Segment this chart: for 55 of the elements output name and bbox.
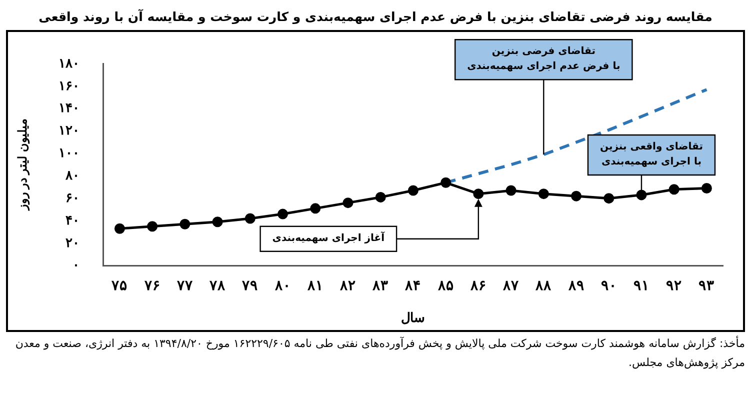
annotation: آغاز اجرای سهمیه‌بندی <box>272 230 386 244</box>
point <box>473 188 484 200</box>
x-tick-label: ۸۷ <box>502 276 520 293</box>
x-tick-label: ۸۸ <box>534 276 552 293</box>
y-tick-label: ۶۰ <box>65 190 80 205</box>
annotation: تقاضای فرضی بنزین با فرض عدم اجرای سهمیه‌بندی <box>467 46 620 72</box>
y-axis-title: میلیون لیتر در روز <box>16 119 31 212</box>
text: مأخذ: گزارش سامانه هوشمند کارت سوخت شرکت ملی پالایش و پخش فرآورده‌های نفتی طی نامه ۱۶۲۲۲۹/۶۰۵ مورخ ۱۳۹۴/۸/۲۰ به دفتر انرژی، صنعت و معدن مرکز پژوهش‌های مجلس. <box>14 334 746 371</box>
x-tick-label: ۸۹ <box>567 276 584 293</box>
point <box>147 221 158 232</box>
annotation: تقاضای واقعی بنزین با اجرای سهمیه‌بندی <box>600 142 704 168</box>
x-axis-title: سال <box>401 310 426 325</box>
point <box>668 184 680 195</box>
point <box>375 192 386 202</box>
x-tick-label: ۸۳ <box>372 276 389 293</box>
y-tick-label: ۱۸۰ <box>58 55 80 70</box>
y-tick-label: ۰ <box>72 257 80 272</box>
y-tick-label: ۱۰۰ <box>58 145 80 160</box>
point <box>408 185 418 196</box>
point <box>114 223 125 234</box>
point <box>310 203 321 214</box>
x-tick-label: ۷۹ <box>241 276 258 293</box>
x-tick-label: ۸۵ <box>436 276 454 293</box>
x-tick-label: ۹۱ <box>633 276 650 293</box>
point <box>180 218 190 230</box>
y-tick-label: ۸۰ <box>64 167 80 182</box>
point <box>506 185 516 196</box>
y-tick-label: ۱۲۰ <box>58 122 80 138</box>
point <box>701 182 712 194</box>
chart-title: مقایسه روند فرضی تقاضای بنزین با فرض عدم اجرای سهمیه‌بندی و کارت سوخت و مقایسه آن با روند واقعی <box>38 8 714 26</box>
x-tick-label: ۸۰ <box>274 276 291 293</box>
point <box>440 177 452 188</box>
x-tick-label: ۹۰ <box>600 276 617 293</box>
x-tick-label: ۷۸ <box>208 276 226 293</box>
x-tick-label: ۸۶ <box>469 276 486 293</box>
x-tick-label: ۸۱ <box>306 276 324 293</box>
point <box>538 188 549 200</box>
x-tick-label: ۸۴ <box>404 276 422 293</box>
point <box>212 216 223 228</box>
x-tick-label: ۷۶ <box>143 276 160 293</box>
point <box>244 213 256 224</box>
point <box>278 208 288 220</box>
point <box>636 190 647 200</box>
point <box>342 198 354 208</box>
x-tick-label: ۹۳ <box>698 276 715 293</box>
x-tick-label: ۸۲ <box>338 276 356 293</box>
x-tick-label: ۷۵ <box>110 276 128 293</box>
point <box>571 190 582 202</box>
y-tick-label: ۴۰ <box>65 212 80 228</box>
x-tick-label: ۷۷ <box>176 276 193 293</box>
y-tick-label: ۲۰ <box>65 234 80 250</box>
y-tick-label: ۱۶۰ <box>58 78 80 93</box>
point <box>604 193 614 204</box>
y-tick-label: ۱۴۰ <box>58 100 80 116</box>
x-tick-label: ۹۲ <box>666 276 682 293</box>
